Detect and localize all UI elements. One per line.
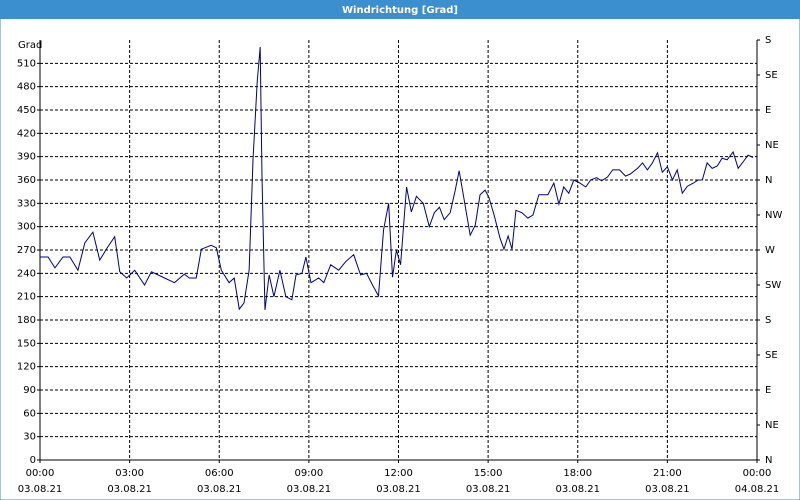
x-tick-label: 00:00 — [743, 468, 772, 479]
x-tick-label: 21:00 — [653, 468, 682, 479]
y2-tick-label: S — [765, 35, 771, 46]
y2-tick-label: NE — [765, 420, 779, 431]
x-tick-label: 12:00 — [384, 468, 413, 479]
y2-tick-label: NE — [765, 140, 779, 151]
y2-tick-label: E — [765, 385, 771, 396]
y-tick-label: 360 — [17, 175, 36, 186]
chart-title: Windrichtung [Grad] — [342, 5, 458, 16]
y-tick-label: 90 — [23, 385, 36, 396]
y-tick-label: 480 — [17, 82, 36, 93]
x-tick-label: 03:00 — [115, 468, 144, 479]
y-tick-label: 390 — [17, 152, 36, 163]
x-tick-date: 03.08.21 — [287, 484, 332, 495]
y-tick-label: 30 — [23, 432, 36, 443]
y-tick-label: 330 — [17, 198, 36, 209]
y-tick-label: 180 — [17, 315, 36, 326]
y-tick-label: 60 — [23, 408, 36, 419]
x-tick-label: 00:00 — [26, 468, 55, 479]
y-axis-label: Grad — [18, 40, 42, 51]
x-tick-date: 03.08.21 — [107, 484, 152, 495]
y-tick-label: 150 — [17, 338, 36, 349]
y-tick-label: 420 — [17, 128, 36, 139]
x-tick-date: 03.08.21 — [18, 484, 63, 495]
y-tick-label: 450 — [17, 105, 36, 116]
y2-tick-label: SW — [765, 280, 781, 291]
x-tick-date: 03.08.21 — [376, 484, 421, 495]
y2-tick-label: N — [765, 455, 772, 466]
x-tick-date: 03.08.21 — [555, 484, 600, 495]
y2-tick-label: NW — [765, 210, 782, 221]
y2-tick-label: N — [765, 175, 772, 186]
y2-tick-label: SE — [765, 70, 778, 81]
y2-tick-label: E — [765, 105, 771, 116]
y-tick-label: 210 — [17, 292, 36, 303]
x-tick-label: 18:00 — [563, 468, 592, 479]
y-tick-label: 240 — [17, 268, 36, 279]
x-tick-date: 03.08.21 — [197, 484, 242, 495]
x-tick-label: 15:00 — [474, 468, 503, 479]
y-tick-label: 120 — [17, 362, 36, 373]
y-tick-label: 0 — [30, 455, 36, 466]
x-tick-label: 09:00 — [294, 468, 323, 479]
data-line — [40, 46, 754, 311]
x-tick-date: 03.08.21 — [466, 484, 511, 495]
y2-tick-label: SE — [765, 350, 778, 361]
y-tick-label: 510 — [17, 58, 36, 69]
x-tick-date: 03.08.21 — [645, 484, 690, 495]
x-tick-date: 04.08.21 — [735, 484, 780, 495]
y-tick-label: 300 — [17, 222, 36, 233]
title-bar — [0, 0, 800, 19]
y2-tick-label: W — [765, 245, 775, 256]
y-tick-label: 270 — [17, 245, 36, 256]
x-tick-label: 06:00 — [205, 468, 234, 479]
y2-tick-label: S — [765, 315, 771, 326]
